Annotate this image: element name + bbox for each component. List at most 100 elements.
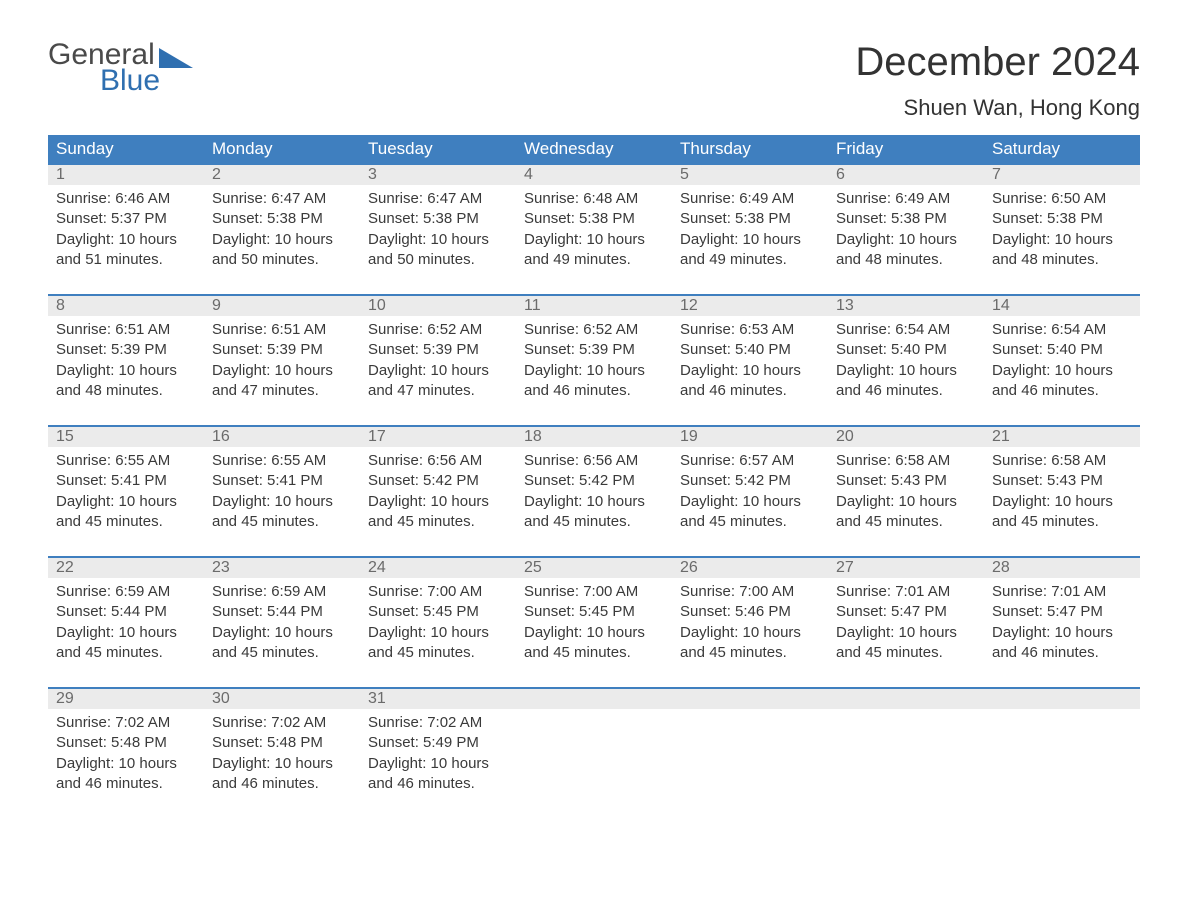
sunrise-label: Sunrise: 6:56 AM [524, 451, 664, 471]
day-cell: Sunrise: 6:53 AMSunset: 5:40 PMDaylight:… [672, 316, 828, 426]
sunset-label: Sunset: 5:42 PM [680, 471, 820, 491]
sunset-label: Sunset: 5:48 PM [56, 733, 196, 753]
sunset-label: Sunset: 5:41 PM [212, 471, 352, 491]
sunrise-label: Sunrise: 7:01 AM [836, 582, 976, 602]
day-number: 7 [984, 164, 1140, 185]
day-cell [984, 709, 1140, 818]
sunset-label: Sunset: 5:38 PM [524, 209, 664, 229]
day-number: 4 [516, 164, 672, 185]
dow-wed: Wednesday [516, 135, 672, 164]
sunrise-label: Sunrise: 6:47 AM [212, 189, 352, 209]
day2-label: and 46 minutes. [992, 381, 1132, 401]
day2-label: and 45 minutes. [524, 643, 664, 663]
day-number: 3 [360, 164, 516, 185]
day-number: 12 [672, 295, 828, 316]
day1-label: Daylight: 10 hours [56, 361, 196, 381]
day-cell: Sunrise: 6:49 AMSunset: 5:38 PMDaylight:… [828, 185, 984, 295]
day-number: 6 [828, 164, 984, 185]
sunrise-label: Sunrise: 6:46 AM [56, 189, 196, 209]
sunset-label: Sunset: 5:44 PM [212, 602, 352, 622]
day-of-week-row: Sunday Monday Tuesday Wednesday Thursday… [48, 135, 1140, 164]
sunset-label: Sunset: 5:39 PM [368, 340, 508, 360]
day-cell [516, 709, 672, 818]
sunset-label: Sunset: 5:45 PM [368, 602, 508, 622]
sunset-label: Sunset: 5:39 PM [524, 340, 664, 360]
day1-label: Daylight: 10 hours [992, 361, 1132, 381]
sunset-label: Sunset: 5:45 PM [524, 602, 664, 622]
day-number [672, 688, 828, 709]
sunset-label: Sunset: 5:38 PM [212, 209, 352, 229]
logo-text-bottom: Blue [100, 66, 193, 96]
day1-label: Daylight: 10 hours [836, 361, 976, 381]
day-cell: Sunrise: 6:51 AMSunset: 5:39 PMDaylight:… [204, 316, 360, 426]
day2-label: and 45 minutes. [212, 512, 352, 532]
sunrise-label: Sunrise: 7:00 AM [368, 582, 508, 602]
dow-tue: Tuesday [360, 135, 516, 164]
day2-label: and 45 minutes. [368, 643, 508, 663]
sunset-label: Sunset: 5:47 PM [992, 602, 1132, 622]
day1-label: Daylight: 10 hours [368, 230, 508, 250]
sunset-label: Sunset: 5:46 PM [680, 602, 820, 622]
day1-label: Daylight: 10 hours [992, 623, 1132, 643]
day-cell: Sunrise: 6:59 AMSunset: 5:44 PMDaylight:… [48, 578, 204, 688]
day2-label: and 45 minutes. [680, 643, 820, 663]
day-number: 20 [828, 426, 984, 447]
day1-label: Daylight: 10 hours [680, 492, 820, 512]
day2-label: and 45 minutes. [680, 512, 820, 532]
sunrise-label: Sunrise: 6:52 AM [524, 320, 664, 340]
sunset-label: Sunset: 5:43 PM [992, 471, 1132, 491]
day2-label: and 51 minutes. [56, 250, 196, 270]
day-cell [672, 709, 828, 818]
day-number: 24 [360, 557, 516, 578]
dow-mon: Monday [204, 135, 360, 164]
day-number: 25 [516, 557, 672, 578]
day1-label: Daylight: 10 hours [836, 230, 976, 250]
sunset-label: Sunset: 5:43 PM [836, 471, 976, 491]
sunset-label: Sunset: 5:49 PM [368, 733, 508, 753]
day-number: 8 [48, 295, 204, 316]
content-row: Sunrise: 6:59 AMSunset: 5:44 PMDaylight:… [48, 578, 1140, 688]
day1-label: Daylight: 10 hours [680, 230, 820, 250]
day-number: 21 [984, 426, 1140, 447]
daynum-row: 891011121314 [48, 295, 1140, 316]
day1-label: Daylight: 10 hours [524, 230, 664, 250]
sunrise-label: Sunrise: 6:52 AM [368, 320, 508, 340]
day1-label: Daylight: 10 hours [368, 492, 508, 512]
sunset-label: Sunset: 5:37 PM [56, 209, 196, 229]
content-row: Sunrise: 6:51 AMSunset: 5:39 PMDaylight:… [48, 316, 1140, 426]
day2-label: and 46 minutes. [836, 381, 976, 401]
sunrise-label: Sunrise: 6:51 AM [212, 320, 352, 340]
day2-label: and 46 minutes. [680, 381, 820, 401]
sunset-label: Sunset: 5:39 PM [212, 340, 352, 360]
day2-label: and 50 minutes. [212, 250, 352, 270]
day-number [828, 688, 984, 709]
day1-label: Daylight: 10 hours [212, 623, 352, 643]
day-number: 22 [48, 557, 204, 578]
sunrise-label: Sunrise: 7:00 AM [524, 582, 664, 602]
day-cell: Sunrise: 6:59 AMSunset: 5:44 PMDaylight:… [204, 578, 360, 688]
sunset-label: Sunset: 5:42 PM [368, 471, 508, 491]
day-cell: Sunrise: 7:02 AMSunset: 5:48 PMDaylight:… [48, 709, 204, 818]
day1-label: Daylight: 10 hours [680, 361, 820, 381]
sunset-label: Sunset: 5:42 PM [524, 471, 664, 491]
day-cell: Sunrise: 7:01 AMSunset: 5:47 PMDaylight:… [828, 578, 984, 688]
day1-label: Daylight: 10 hours [524, 492, 664, 512]
day2-label: and 48 minutes. [56, 381, 196, 401]
sunset-label: Sunset: 5:38 PM [992, 209, 1132, 229]
day-cell: Sunrise: 6:58 AMSunset: 5:43 PMDaylight:… [828, 447, 984, 557]
day1-label: Daylight: 10 hours [56, 492, 196, 512]
day2-label: and 45 minutes. [836, 512, 976, 532]
day1-label: Daylight: 10 hours [680, 623, 820, 643]
day-cell [828, 709, 984, 818]
sunrise-label: Sunrise: 6:59 AM [212, 582, 352, 602]
sunrise-label: Sunrise: 6:49 AM [680, 189, 820, 209]
day-number: 2 [204, 164, 360, 185]
sunrise-label: Sunrise: 7:02 AM [368, 713, 508, 733]
page-header: General Blue December 2024 Shuen Wan, Ho… [48, 40, 1140, 121]
dow-sun: Sunday [48, 135, 204, 164]
day1-label: Daylight: 10 hours [992, 230, 1132, 250]
day-cell: Sunrise: 7:02 AMSunset: 5:48 PMDaylight:… [204, 709, 360, 818]
calendar-body: 1234567Sunrise: 6:46 AMSunset: 5:37 PMDa… [48, 164, 1140, 818]
sunset-label: Sunset: 5:41 PM [56, 471, 196, 491]
day2-label: and 46 minutes. [56, 774, 196, 794]
